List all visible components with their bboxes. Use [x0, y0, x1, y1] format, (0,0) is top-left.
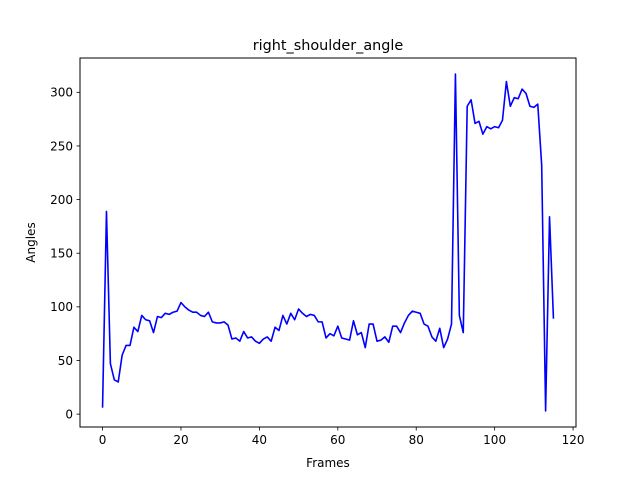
y-tick-label: 100 — [50, 300, 73, 314]
y-tick-label: 0 — [65, 407, 73, 421]
x-tick-label: 60 — [330, 433, 345, 447]
y-axis-label: Angles — [24, 222, 38, 262]
chart-title: right_shoulder_angle — [253, 38, 404, 54]
y-tick-label: 250 — [50, 139, 73, 153]
plot-area — [101, 73, 555, 412]
x-tick-label: 100 — [483, 433, 506, 447]
x-tick-label: 80 — [409, 433, 424, 447]
x-tick-label: 0 — [99, 433, 107, 447]
x-axis-ticks: 0 20 40 60 80 100 120 — [99, 427, 585, 447]
x-tick-label: 40 — [252, 433, 267, 447]
y-tick-label: 150 — [50, 247, 73, 261]
plot-frame — [79, 57, 577, 428]
x-tick-label: 20 — [173, 433, 188, 447]
y-axis-ticks: 0 50 100 150 200 250 300 — [50, 86, 80, 421]
y-tick-label: 50 — [58, 354, 73, 368]
y-tick-label: 300 — [50, 86, 73, 100]
x-axis-label: Frames — [306, 456, 350, 470]
y-tick-label: 200 — [50, 193, 73, 207]
x-tick-label: 120 — [562, 433, 585, 447]
series-line — [101, 73, 555, 412]
